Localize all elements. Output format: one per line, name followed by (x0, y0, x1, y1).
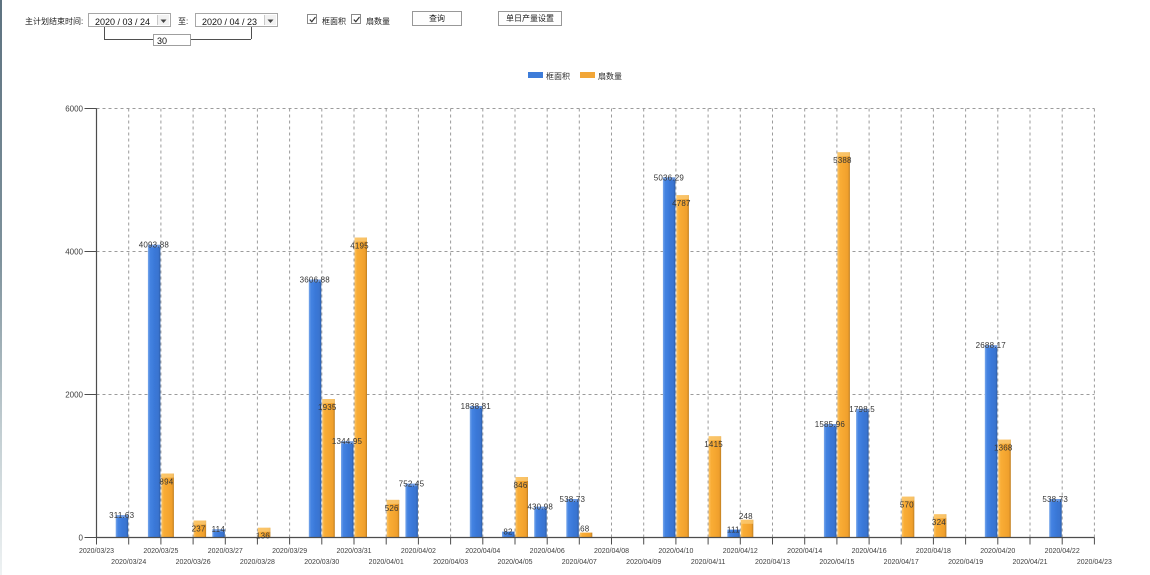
svg-text:1838.81: 1838.81 (461, 402, 492, 411)
svg-text:5388: 5388 (833, 156, 852, 165)
svg-text:1344.95: 1344.95 (332, 437, 363, 446)
svg-text:3606.88: 3606.88 (300, 276, 331, 285)
svg-text:2020/04/02: 2020/04/02 (401, 548, 436, 555)
svg-text:570: 570 (900, 501, 914, 510)
svg-text:2020/04/16: 2020/04/16 (852, 548, 887, 555)
svg-text:68: 68 (580, 525, 590, 534)
svg-text:2020/03/26: 2020/03/26 (176, 559, 211, 566)
svg-text:2020/04/21: 2020/04/21 (1012, 559, 1047, 566)
svg-text:2020/03/23: 2020/03/23 (79, 548, 114, 555)
svg-text:752.45: 752.45 (399, 480, 425, 489)
svg-text:2020/04/09: 2020/04/09 (626, 559, 661, 566)
svg-text:2020/04/14: 2020/04/14 (787, 548, 822, 555)
svg-text:430.98: 430.98 (527, 503, 553, 512)
svg-text:2020/04/07: 2020/04/07 (562, 559, 597, 566)
svg-text:2020/04/13: 2020/04/13 (755, 559, 790, 566)
svg-text:1368: 1368 (994, 444, 1013, 453)
svg-text:2688.17: 2688.17 (976, 341, 1007, 350)
svg-text:6000: 6000 (65, 104, 83, 113)
svg-text:2020/04/22: 2020/04/22 (1045, 548, 1080, 555)
svg-text:2020/03/24: 2020/03/24 (111, 559, 146, 566)
svg-text:2020/04/06: 2020/04/06 (530, 548, 565, 555)
svg-text:1585.96: 1585.96 (815, 420, 846, 429)
svg-text:4093.88: 4093.88 (139, 241, 170, 250)
svg-text:1935: 1935 (318, 403, 337, 412)
svg-text:2000: 2000 (65, 390, 83, 399)
svg-text:2020/04/10: 2020/04/10 (658, 548, 693, 555)
svg-text:538.73: 538.73 (559, 495, 585, 504)
svg-text:2020/03/31: 2020/03/31 (336, 548, 371, 555)
svg-text:4000: 4000 (65, 247, 83, 256)
svg-text:111: 111 (727, 526, 740, 535)
svg-text:2020/03/28: 2020/03/28 (240, 559, 275, 566)
svg-text:2020/04/01: 2020/04/01 (369, 559, 404, 566)
svg-text:4787: 4787 (672, 199, 691, 208)
svg-text:2020/04/12: 2020/04/12 (723, 548, 758, 555)
svg-text:1415: 1415 (704, 440, 723, 449)
svg-text:2020/04/20: 2020/04/20 (980, 548, 1015, 555)
svg-text:846: 846 (514, 481, 528, 490)
svg-text:136: 136 (256, 532, 270, 541)
svg-text:2020/04/04: 2020/04/04 (465, 548, 500, 555)
svg-text:526: 526 (385, 504, 399, 513)
svg-text:2020/03/29: 2020/03/29 (272, 548, 307, 555)
svg-text:2020/04/15: 2020/04/15 (819, 559, 854, 566)
svg-text:2020/03/27: 2020/03/27 (208, 548, 243, 555)
svg-text:2020/04/19: 2020/04/19 (948, 559, 983, 566)
svg-text:237: 237 (192, 525, 206, 534)
svg-text:2020/04/05: 2020/04/05 (497, 559, 532, 566)
svg-text:894: 894 (159, 478, 173, 487)
svg-text:5036.29: 5036.29 (654, 173, 685, 182)
svg-text:2020/04/03: 2020/04/03 (433, 559, 468, 566)
svg-text:2020/04/08: 2020/04/08 (594, 548, 629, 555)
svg-text:248: 248 (739, 512, 753, 521)
svg-text:0: 0 (79, 533, 84, 542)
svg-text:2020/04/18: 2020/04/18 (916, 548, 951, 555)
svg-text:2020/03/30: 2020/03/30 (304, 559, 339, 566)
svg-text:1798.5: 1798.5 (849, 405, 875, 414)
svg-text:538.73: 538.73 (1042, 495, 1068, 504)
svg-text:311.63: 311.63 (109, 511, 134, 520)
svg-text:2020/04/11: 2020/04/11 (691, 559, 726, 566)
svg-text:2020/03/25: 2020/03/25 (143, 548, 178, 555)
svg-text:2020/04/17: 2020/04/17 (884, 559, 919, 566)
svg-text:2020/04/23: 2020/04/23 (1077, 559, 1112, 566)
svg-text:114: 114 (212, 525, 226, 534)
svg-text:324: 324 (932, 518, 946, 527)
svg-text:82: 82 (503, 528, 513, 537)
svg-text:4195: 4195 (350, 242, 369, 251)
